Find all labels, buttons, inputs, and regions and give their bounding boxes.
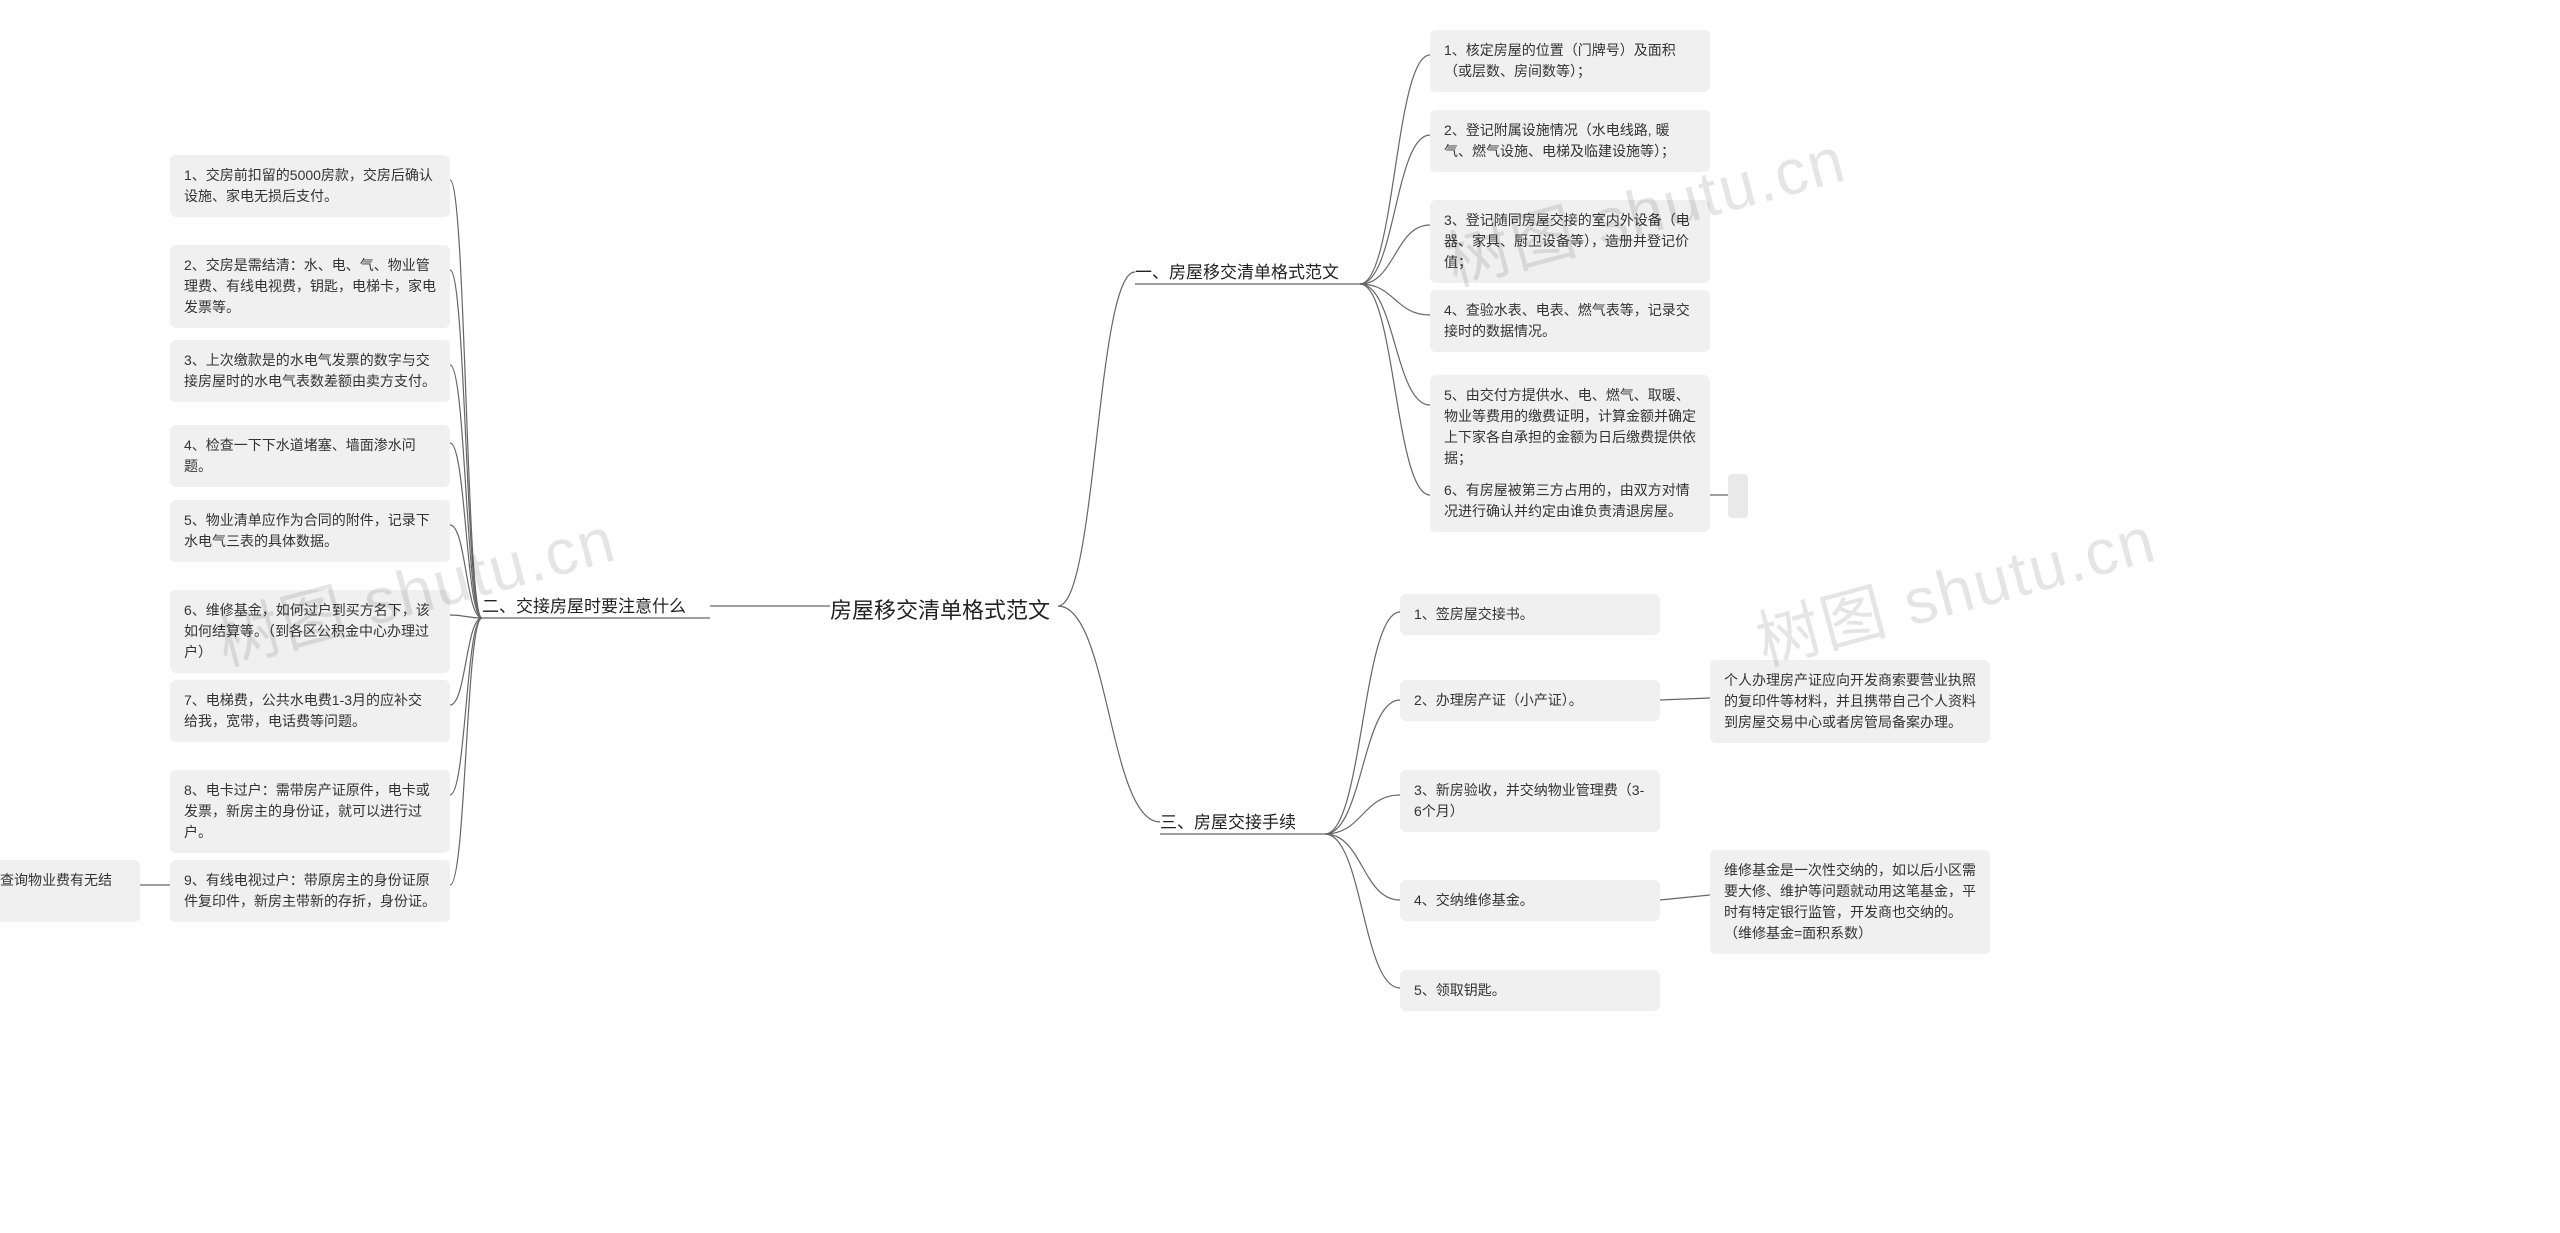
branch-2: 二、交接房屋时要注意什么 [482, 594, 722, 620]
branch-1: 一、房屋移交清单格式范文 [1135, 260, 1365, 286]
b3-leaf-2: 2、办理房产证（小产证）。 [1400, 680, 1660, 721]
branch-3: 三、房屋交接手续 [1160, 810, 1330, 836]
b3-leaf-4: 4、交纳维修基金。 [1400, 880, 1660, 921]
b3-leaf-1: 1、签房屋交接书。 [1400, 594, 1660, 635]
b1-leaf-5: 5、由交付方提供水、电、燃气、取暖、物业等费用的缴费证明，计算金额并确定上下家各… [1430, 375, 1710, 479]
b2-leaf-9: 9、有线电视过户：带原房主的身份证原件复印件，新房主带新的存折，身份证。 [170, 860, 450, 922]
b1-leaf-6: 6、有房屋被第三方占用的，由双方对情况进行确认并约定由谁负责清退房屋。 [1430, 470, 1710, 532]
b2-leaf-4: 4、检查一下下水道堵塞、墙面渗水问题。 [170, 425, 450, 487]
b1-leaf-6-extra [1728, 474, 1748, 518]
b3-leaf-5: 5、领取钥匙。 [1400, 970, 1660, 1011]
b1-leaf-1: 1、核定房屋的位置（门牌号）及面积（或层数、房间数等）； [1430, 30, 1710, 92]
mindmap-canvas: 房屋移交清单格式范文 一、房屋移交清单格式范文 1、核定房屋的位置（门牌号）及面… [0, 0, 2560, 1233]
root-node: 房屋移交清单格式范文 [830, 594, 1060, 627]
b2-leaf-9-child: 物业管理费过户：需查询物业费有无结清，然后才能过户。 [0, 860, 140, 922]
b3-leaf-2-child: 个人办理房产证应向开发商索要营业执照的复印件等材料，并且携带自己个人资料到房屋交… [1710, 660, 1990, 743]
b2-leaf-3: 3、上次缴款是的水电气发票的数字与交接房屋时的水电气表数差额由卖方支付。 [170, 340, 450, 402]
b2-leaf-1: 1、交房前扣留的5000房款，交房后确认设施、家电无损后支付。 [170, 155, 450, 217]
b2-leaf-2: 2、交房是需结清：水、电、气、物业管理费、有线电视费，钥匙，电梯卡，家电发票等。 [170, 245, 450, 328]
b2-leaf-7: 7、电梯费，公共水电费1-3月的应补交给我，宽带，电话费等问题。 [170, 680, 450, 742]
b2-leaf-8: 8、电卡过户：需带房产证原件，电卡或发票，新房主的身份证，就可以进行过户。 [170, 770, 450, 853]
b3-leaf-3: 3、新房验收，并交纳物业管理费（3-6个月） [1400, 770, 1660, 832]
b2-leaf-5: 5、物业清单应作为合同的附件，记录下水电气三表的具体数据。 [170, 500, 450, 562]
b3-leaf-4-child: 维修基金是一次性交纳的，如以后小区需要大修、维护等问题就动用这笔基金，平时有特定… [1710, 850, 1990, 954]
b1-leaf-4: 4、查验水表、电表、燃气表等，记录交接时的数据情况。 [1430, 290, 1710, 352]
b1-leaf-3: 3、登记随同房屋交接的室内外设备（电器、家具、厨卫设备等），造册并登记价值； [1430, 200, 1710, 283]
b2-leaf-6: 6、维修基金，如何过户到买方名下，该如何结算等。（到各区公积金中心办理过户） [170, 590, 450, 673]
b1-leaf-2: 2、登记附属设施情况（水电线路, 暖气、燃气设施、电梯及临建设施等）； [1430, 110, 1710, 172]
